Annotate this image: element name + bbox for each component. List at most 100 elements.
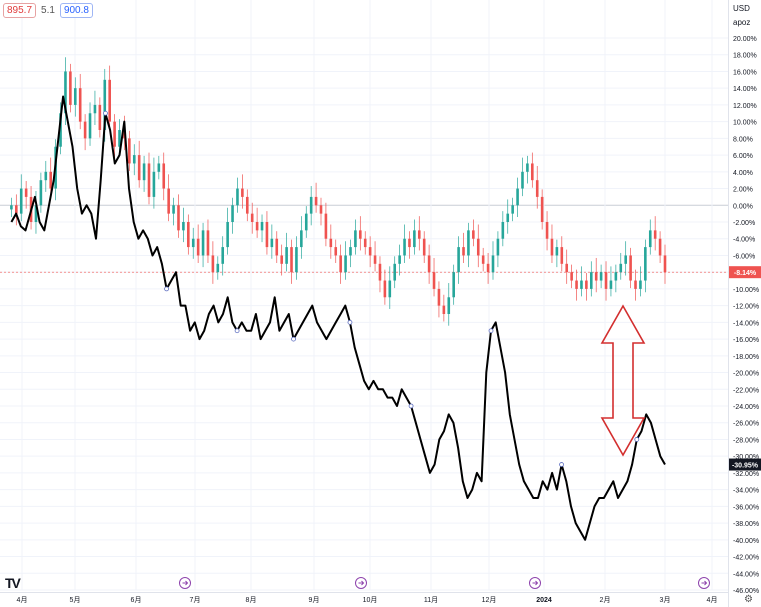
candle-body [531, 163, 534, 181]
candle-body [344, 255, 347, 273]
event-arrow-icon [358, 580, 365, 586]
candle-body [535, 180, 539, 197]
candle-body [113, 121, 116, 147]
candle-body [231, 205, 234, 222]
candle-body [653, 230, 657, 239]
candle-body [88, 113, 92, 139]
x-tick-label: 5月 [70, 596, 81, 604]
gear-icon[interactable]: ⚙ [744, 594, 753, 605]
candle-body [339, 255, 342, 273]
candle-body [295, 247, 298, 273]
candle-body [177, 205, 180, 231]
candle-body [472, 230, 475, 239]
candle-body [216, 263, 220, 273]
candle-body [648, 230, 652, 248]
candle-body [545, 222, 549, 239]
y-tick-label: -44.00% [733, 571, 759, 578]
candle-body [329, 238, 333, 248]
candle-body [634, 280, 637, 289]
candle-body [108, 79, 111, 122]
event-markers [179, 577, 710, 589]
y-tick-label: -40.00% [733, 538, 759, 545]
event-arrow-icon [182, 580, 189, 586]
y-axis: 20.00% 18.00% 16.00% 14.00% 12.00% 10.00% 8.00… [729, 36, 761, 595]
candle-body [128, 138, 131, 164]
candle-body [570, 272, 573, 281]
candle-body [383, 280, 387, 298]
candle-body [103, 79, 107, 130]
candle-body [462, 247, 465, 256]
y-tick-label: 14.00% [733, 86, 757, 93]
candle-body [560, 247, 564, 264]
candle-body [629, 255, 632, 281]
candle-body [285, 247, 288, 264]
scale-mode-label[interactable]: apoz [733, 18, 751, 27]
candle-body [511, 205, 514, 214]
candle-body [388, 280, 392, 298]
legend: 895.7 5.1 900.8 [3, 3, 93, 18]
candle-body [78, 88, 82, 122]
candle-body [182, 222, 185, 231]
candle-body [609, 280, 613, 289]
last-value-badge-line [729, 458, 761, 471]
tradingview-logo[interactable]: TV [5, 575, 21, 591]
candle-body [137, 155, 141, 181]
candle-body [15, 205, 18, 214]
candle-body [226, 222, 229, 248]
candle-body [157, 163, 161, 172]
y-tick-label: -36.00% [733, 504, 759, 511]
candle-body [447, 297, 451, 314]
candle-body [496, 238, 500, 256]
candle-body [236, 188, 239, 206]
candle-body [245, 196, 249, 214]
line-marker [488, 328, 494, 334]
candle-body [363, 238, 367, 248]
candle-body [413, 230, 416, 248]
candle-body [516, 188, 519, 206]
candle-body [44, 171, 48, 181]
legend-value-3: 900.8 [59, 3, 93, 18]
candle-body [118, 130, 121, 147]
candle-body [624, 255, 627, 264]
x-tick-label: 6月 [131, 596, 142, 604]
y-tick-label: -28.00% [733, 437, 759, 444]
candle-body [457, 247, 460, 273]
candle-body [417, 230, 421, 239]
candle-body [196, 238, 200, 256]
candle-body [644, 247, 647, 281]
candle-body [83, 121, 87, 139]
line-marker [408, 403, 414, 409]
candle-body [403, 238, 406, 256]
y-tick-label: -20.00% [733, 371, 759, 378]
candle-body [59, 113, 62, 147]
candle-body [98, 104, 102, 130]
x-tick-label: 3月 [660, 596, 671, 604]
candle-body [368, 247, 372, 256]
candle-body [378, 263, 382, 281]
candle-body [437, 288, 441, 306]
line-marker [347, 319, 353, 325]
candle-body [152, 171, 156, 197]
line-marker [559, 462, 564, 467]
candle-body [540, 196, 544, 222]
y-tick-label: 18.00% [733, 53, 757, 60]
y-tick-label: -38.00% [733, 521, 759, 528]
currency-label[interactable]: USD [733, 4, 750, 13]
candle-body [241, 188, 244, 197]
candle-body [639, 280, 642, 289]
candle-body [201, 230, 205, 256]
event-arrow-icon [701, 580, 708, 586]
candle-body [290, 247, 293, 273]
candle-body [526, 163, 529, 172]
line-marker [234, 328, 240, 334]
candle-body [442, 305, 446, 314]
candle-body [491, 255, 495, 273]
candle-body [64, 71, 67, 114]
candle-body [481, 255, 485, 264]
candle-body [354, 230, 357, 248]
y-tick-label: -14.00% [733, 320, 759, 327]
candle-body [619, 263, 623, 273]
last-value-badge-candles [729, 266, 761, 279]
y-tick-label: 8.00% [733, 136, 753, 143]
